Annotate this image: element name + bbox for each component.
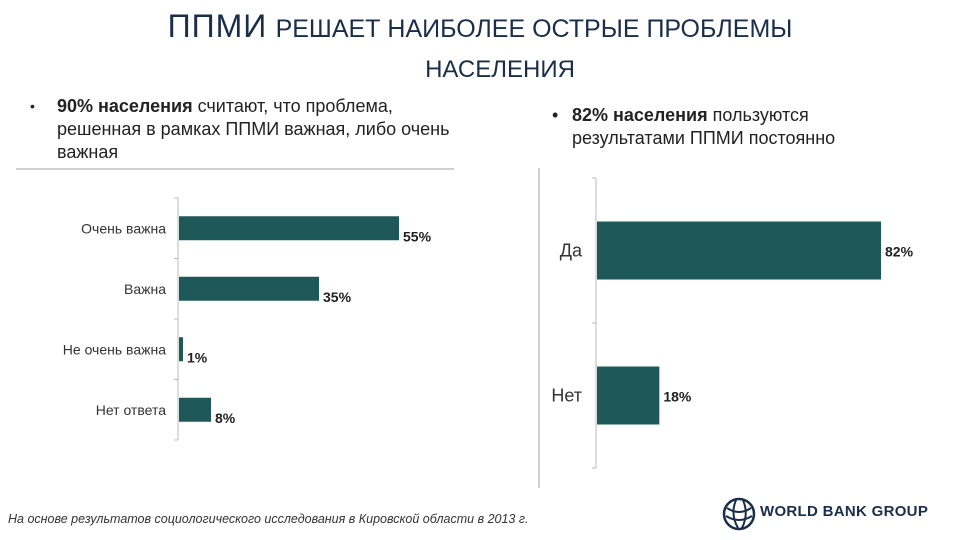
category-label-0-2: Не очень важна [63, 341, 166, 357]
left-bullet-text: 90% населения считают, что проблема, реш… [57, 95, 452, 164]
right-chart-frame-left [538, 168, 540, 488]
logo-text: WORLD BANK GROUP [760, 503, 929, 520]
right-bullet-text: 82% населения пользуются результатами ПП… [572, 104, 912, 150]
category-label-1-0: Да [560, 241, 583, 261]
globe-icon [722, 497, 756, 531]
data-label-0-0: 55% [403, 228, 432, 244]
title-part2: РЕШАЕТ НАИБОЛЕЕ ОСТРЫЕ ПРОБЛЕМЫ [275, 15, 793, 43]
bar-1-0 [597, 221, 881, 280]
data-label-0-1: 35% [323, 289, 352, 305]
bar-0-0 [179, 216, 399, 241]
category-label-0-1: Важна [124, 281, 166, 297]
data-label-1-1: 18% [663, 389, 692, 405]
category-label-0-0: Очень важна [81, 220, 166, 236]
left-chart-frame-top [16, 168, 454, 170]
data-label-1-0: 82% [885, 244, 914, 260]
right-bullet-bold: 82% населения [572, 105, 708, 125]
category-label-1-1: Нет [551, 386, 582, 406]
data-label-0-3: 8% [215, 410, 236, 426]
chart-importance: Очень важна 55% Важна 35% Не очень важна 1% Не… [63, 197, 432, 441]
page-title: ППМИ РЕШАЕТ НАИБОЛЕЕ ОСТРЫЕ ПРОБЛЕМЫ [0, 8, 960, 45]
right-bullet-rest: пользуются результатами ППМИ постоянно [572, 105, 836, 148]
bar-0-1 [179, 276, 319, 301]
bar-0-2 [179, 337, 183, 362]
bar-1-1 [597, 366, 660, 425]
left-bullet-rest: считают, что проблема, решенная в рамках… [57, 96, 450, 162]
bar-0-3 [179, 397, 211, 422]
bullet-dot: • [30, 98, 35, 114]
bullet-dot: • [552, 105, 559, 125]
chart-usage: Да 82% Нет 18% [551, 177, 914, 469]
world-bank-logo: WORLD BANK GROUP [722, 494, 942, 534]
left-bullet-bold: 90% населения [57, 96, 193, 116]
page-title-line2: НАСЕЛЕНИЯ [425, 56, 575, 83]
footnote: На основе результатов социологического и… [8, 512, 529, 526]
title-part1: ППМИ [167, 8, 268, 44]
category-label-0-3: Нет ответа [96, 402, 166, 418]
data-label-0-2: 1% [187, 349, 208, 365]
